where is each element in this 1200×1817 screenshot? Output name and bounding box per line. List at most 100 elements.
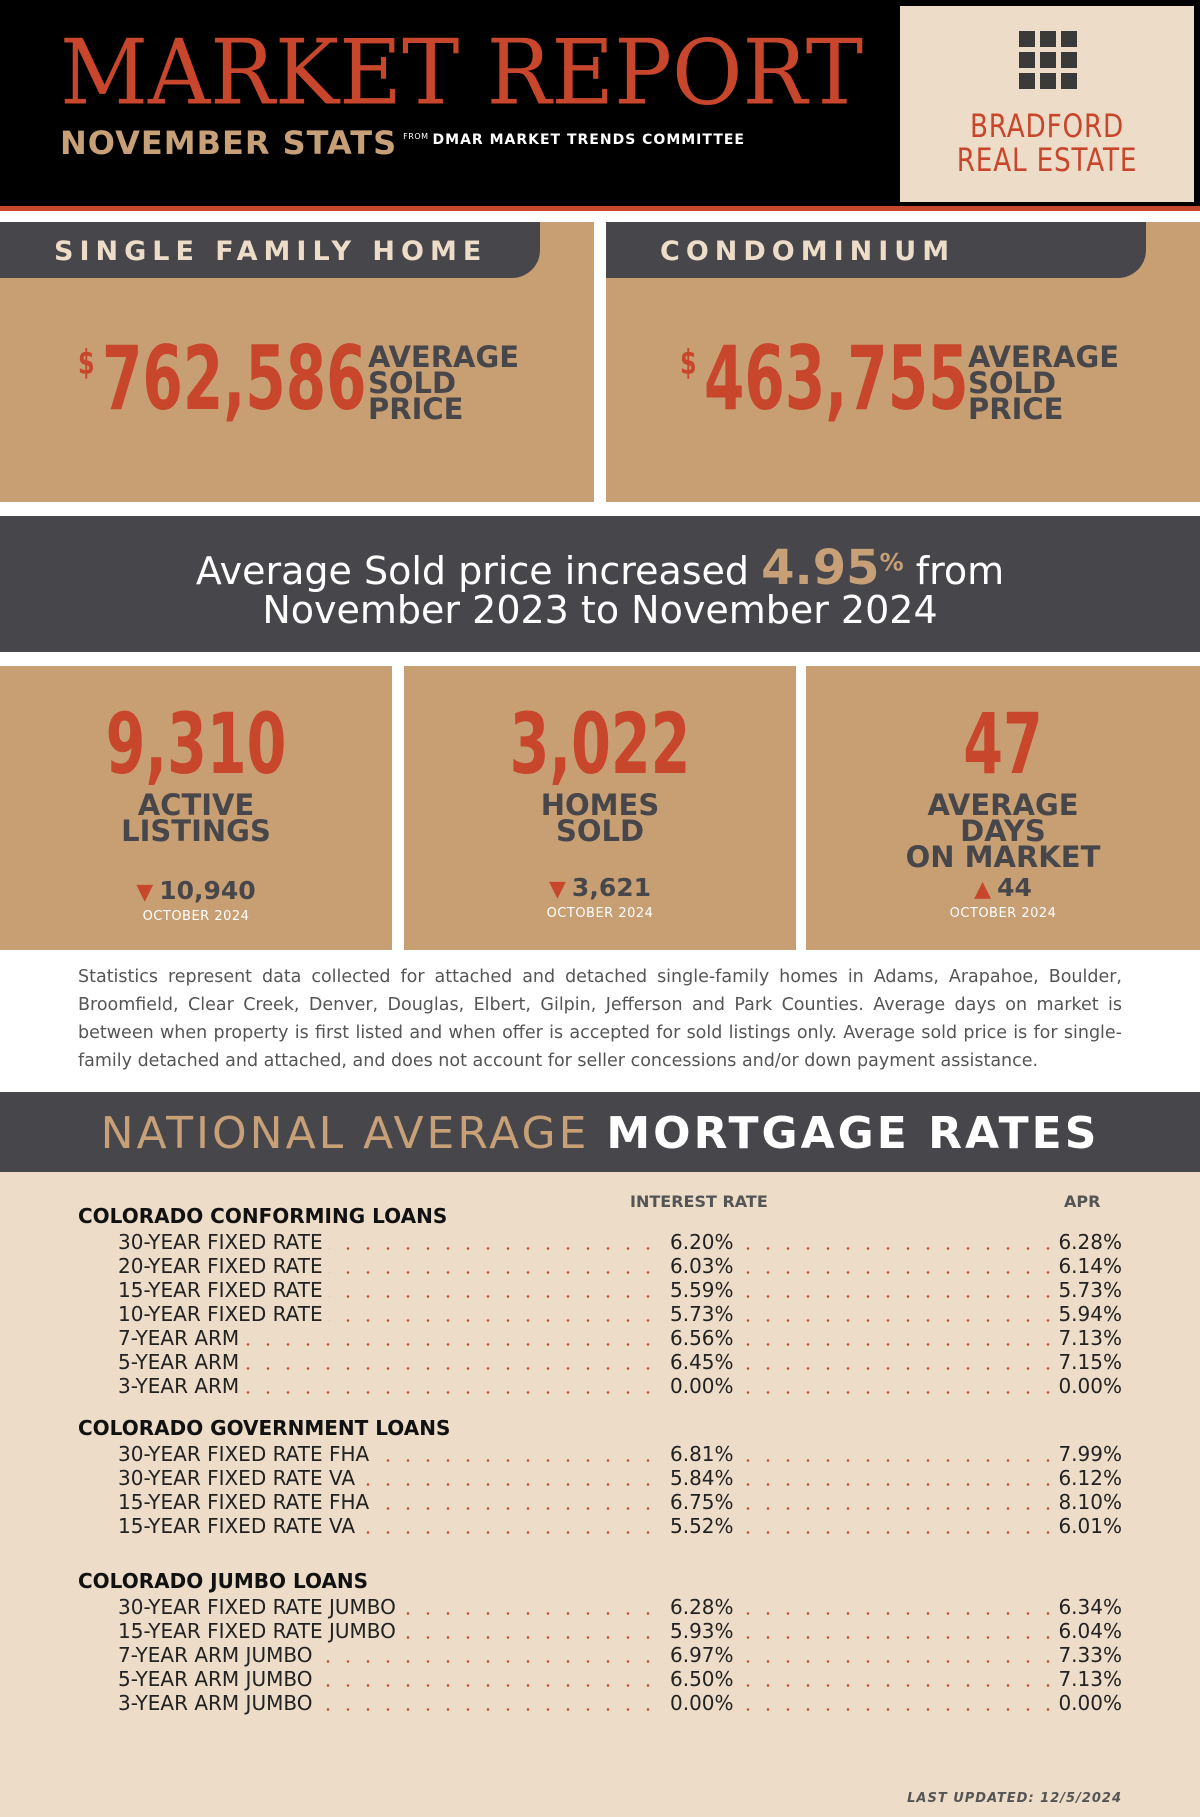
brand-name-line1: BRADFORD [969,107,1125,145]
rate-row: 30-YEAR FIXED RATE VA 5.84% 6.12% [118,1466,1122,1494]
price-label: AVERAGE SOLD PRICE [368,340,520,426]
report-subtitle: NOVEMBER STATS [60,124,398,162]
dot-leader [118,1459,658,1462]
dot-leader [738,1343,1058,1346]
loan-type: 30-YEAR FIXED RATE [118,1230,329,1254]
interest-rate-value: 6.45% [666,1350,738,1374]
statistics-footnote: Statistics represent data collected for … [78,967,1122,1071]
rate-row: 7-YEAR ARM 6.56% 7.13% [118,1326,1122,1354]
dot-leader [738,1684,1058,1687]
loan-type: 20-YEAR FIXED RATE [118,1254,329,1278]
dot-leader [118,1483,658,1486]
dot-leader [738,1271,1058,1274]
dot-leader [118,1247,658,1250]
stat-value: 9,310 [105,695,287,793]
rate-row: 30-YEAR FIXED RATE JUMBO 6.28% 6.34% [118,1595,1122,1623]
rate-row: 30-YEAR FIXED RATE FHA 6.81% 7.99% [118,1442,1122,1470]
stat-period: OCTOBER 2024 [949,906,1057,921]
stat-previous: ▼ 3,621 [404,873,796,902]
dot-leader [738,1367,1058,1370]
apr-header: APR [1064,1192,1101,1211]
banner-prefix: Average Sold price increased [195,549,750,593]
apr-value: 0.00% [1056,1374,1122,1398]
interest-rate-value: 6.75% [666,1490,738,1514]
arrow-up-icon: ▲ [974,877,992,902]
loan-type: 7-YEAR ARM JUMBO [118,1643,319,1667]
window-grid-icon [1019,31,1077,89]
dot-leader [118,1367,658,1370]
banner-line-2: November 2023 to November 2024 [262,588,938,632]
stat-previous: ▼ 10,940 [0,876,392,905]
apr-value: 7.99% [1056,1442,1122,1466]
loan-type: 15-YEAR FIXED RATE VA [118,1514,362,1538]
interest-rate-value: 6.56% [666,1326,738,1350]
dot-leader [738,1319,1058,1322]
average-price: $ 762,586 [78,335,402,423]
homes-sold-stat: 3,022 HOMES SOLD ▼ 3,621 OCTOBER 2024 [404,666,796,950]
panel-tab: SINGLE FAMILY HOME [0,222,540,278]
stat-previous-value: 3,621 [571,873,651,902]
apr-value: 5.94% [1056,1302,1122,1326]
interest-rate-value: 6.50% [666,1667,738,1691]
brand-logo: BRADFORD REAL ESTATE [900,6,1194,202]
apr-value: 6.14% [1056,1254,1122,1278]
rate-row: 15-YEAR FIXED RATE VA 5.52% 6.01% [118,1514,1122,1542]
price-label: AVERAGE SOLD PRICE [968,340,1120,426]
panel-title: CONDOMINIUM [660,236,956,267]
loan-type: 5-YEAR ARM [118,1350,246,1374]
interest-rate-value: 5.93% [666,1619,738,1643]
stat-value: 3,022 [509,695,691,793]
dot-leader [118,1531,658,1534]
interest-rate-value: 6.20% [666,1230,738,1254]
source-label: DMAR MARKET TRENDS COMMITTEE [432,132,745,148]
banner-percent: 4.95 [761,540,880,596]
stat-label: HOMES SOLD [540,788,660,848]
report-title: MARKET REPORT [60,20,864,126]
loan-type: 15-YEAR FIXED RATE FHA [118,1490,376,1514]
apr-value: 7.15% [1056,1350,1122,1374]
banner-suffix: from [915,549,1005,593]
dot-leader [738,1636,1058,1639]
rate-row: 20-YEAR FIXED RATE 6.03% 6.14% [118,1254,1122,1282]
stat-previous-value: 10,940 [159,876,256,905]
rate-row: 15-YEAR FIXED RATE 5.59% 5.73% [118,1278,1122,1306]
single-family-panel: SINGLE FAMILY HOME $ 762,586 AVERAGE SOL… [0,222,594,502]
brand-name-line2: REAL ESTATE [956,141,1138,179]
interest-rate-value: 5.84% [666,1466,738,1490]
dot-leader [738,1660,1058,1663]
apr-value: 7.13% [1056,1667,1122,1691]
panel-tab: CONDOMINIUM [606,222,1146,278]
arrow-down-icon: ▼ [549,877,566,902]
header-divider [0,206,1200,211]
rate-row: 15-YEAR FIXED RATE FHA 6.75% 8.10% [118,1490,1122,1518]
stat-period: OCTOBER 2024 [142,909,250,924]
currency-symbol: $ [78,343,95,383]
dot-leader [738,1391,1058,1394]
interest-rate-value: 6.28% [666,1595,738,1619]
dot-leader [118,1271,658,1274]
interest-rate-value: 5.52% [666,1514,738,1538]
report-subtitle-row: NOVEMBER STATS FROM DMAR MARKET TRENDS C… [60,127,745,159]
loan-group-title: COLORADO JUMBO LOANS [78,1569,369,1593]
rate-row: 10-YEAR FIXED RATE 5.73% 5.94% [118,1302,1122,1330]
banner-line-1: Average Sold price increased 4.95% from [0,544,1200,592]
dot-leader [118,1684,658,1687]
mortgage-title-bold: MORTGAGE RATES [606,1108,1100,1159]
apr-value: 6.04% [1056,1619,1122,1643]
interest-rate-value: 6.97% [666,1643,738,1667]
rate-row: 7-YEAR ARM JUMBO 6.97% 7.33% [118,1643,1122,1671]
rate-row: 5-YEAR ARM JUMBO 6.50% 7.13% [118,1667,1122,1695]
dot-leader [738,1483,1058,1486]
dot-leader [118,1343,658,1346]
loan-group-title: COLORADO GOVERNMENT LOANS [78,1416,451,1440]
apr-value: 7.13% [1056,1326,1122,1350]
apr-value: 8.10% [1056,1490,1122,1514]
interest-rate-value: 0.00% [666,1374,738,1398]
dot-leader [118,1295,658,1298]
dot-leader [118,1708,658,1711]
apr-value: 0.00% [1056,1691,1122,1715]
apr-value: 6.12% [1056,1466,1122,1490]
panel-title: SINGLE FAMILY HOME [54,236,488,267]
dot-leader [738,1459,1058,1462]
loan-group-title: COLORADO CONFORMING LOANS [78,1204,448,1228]
